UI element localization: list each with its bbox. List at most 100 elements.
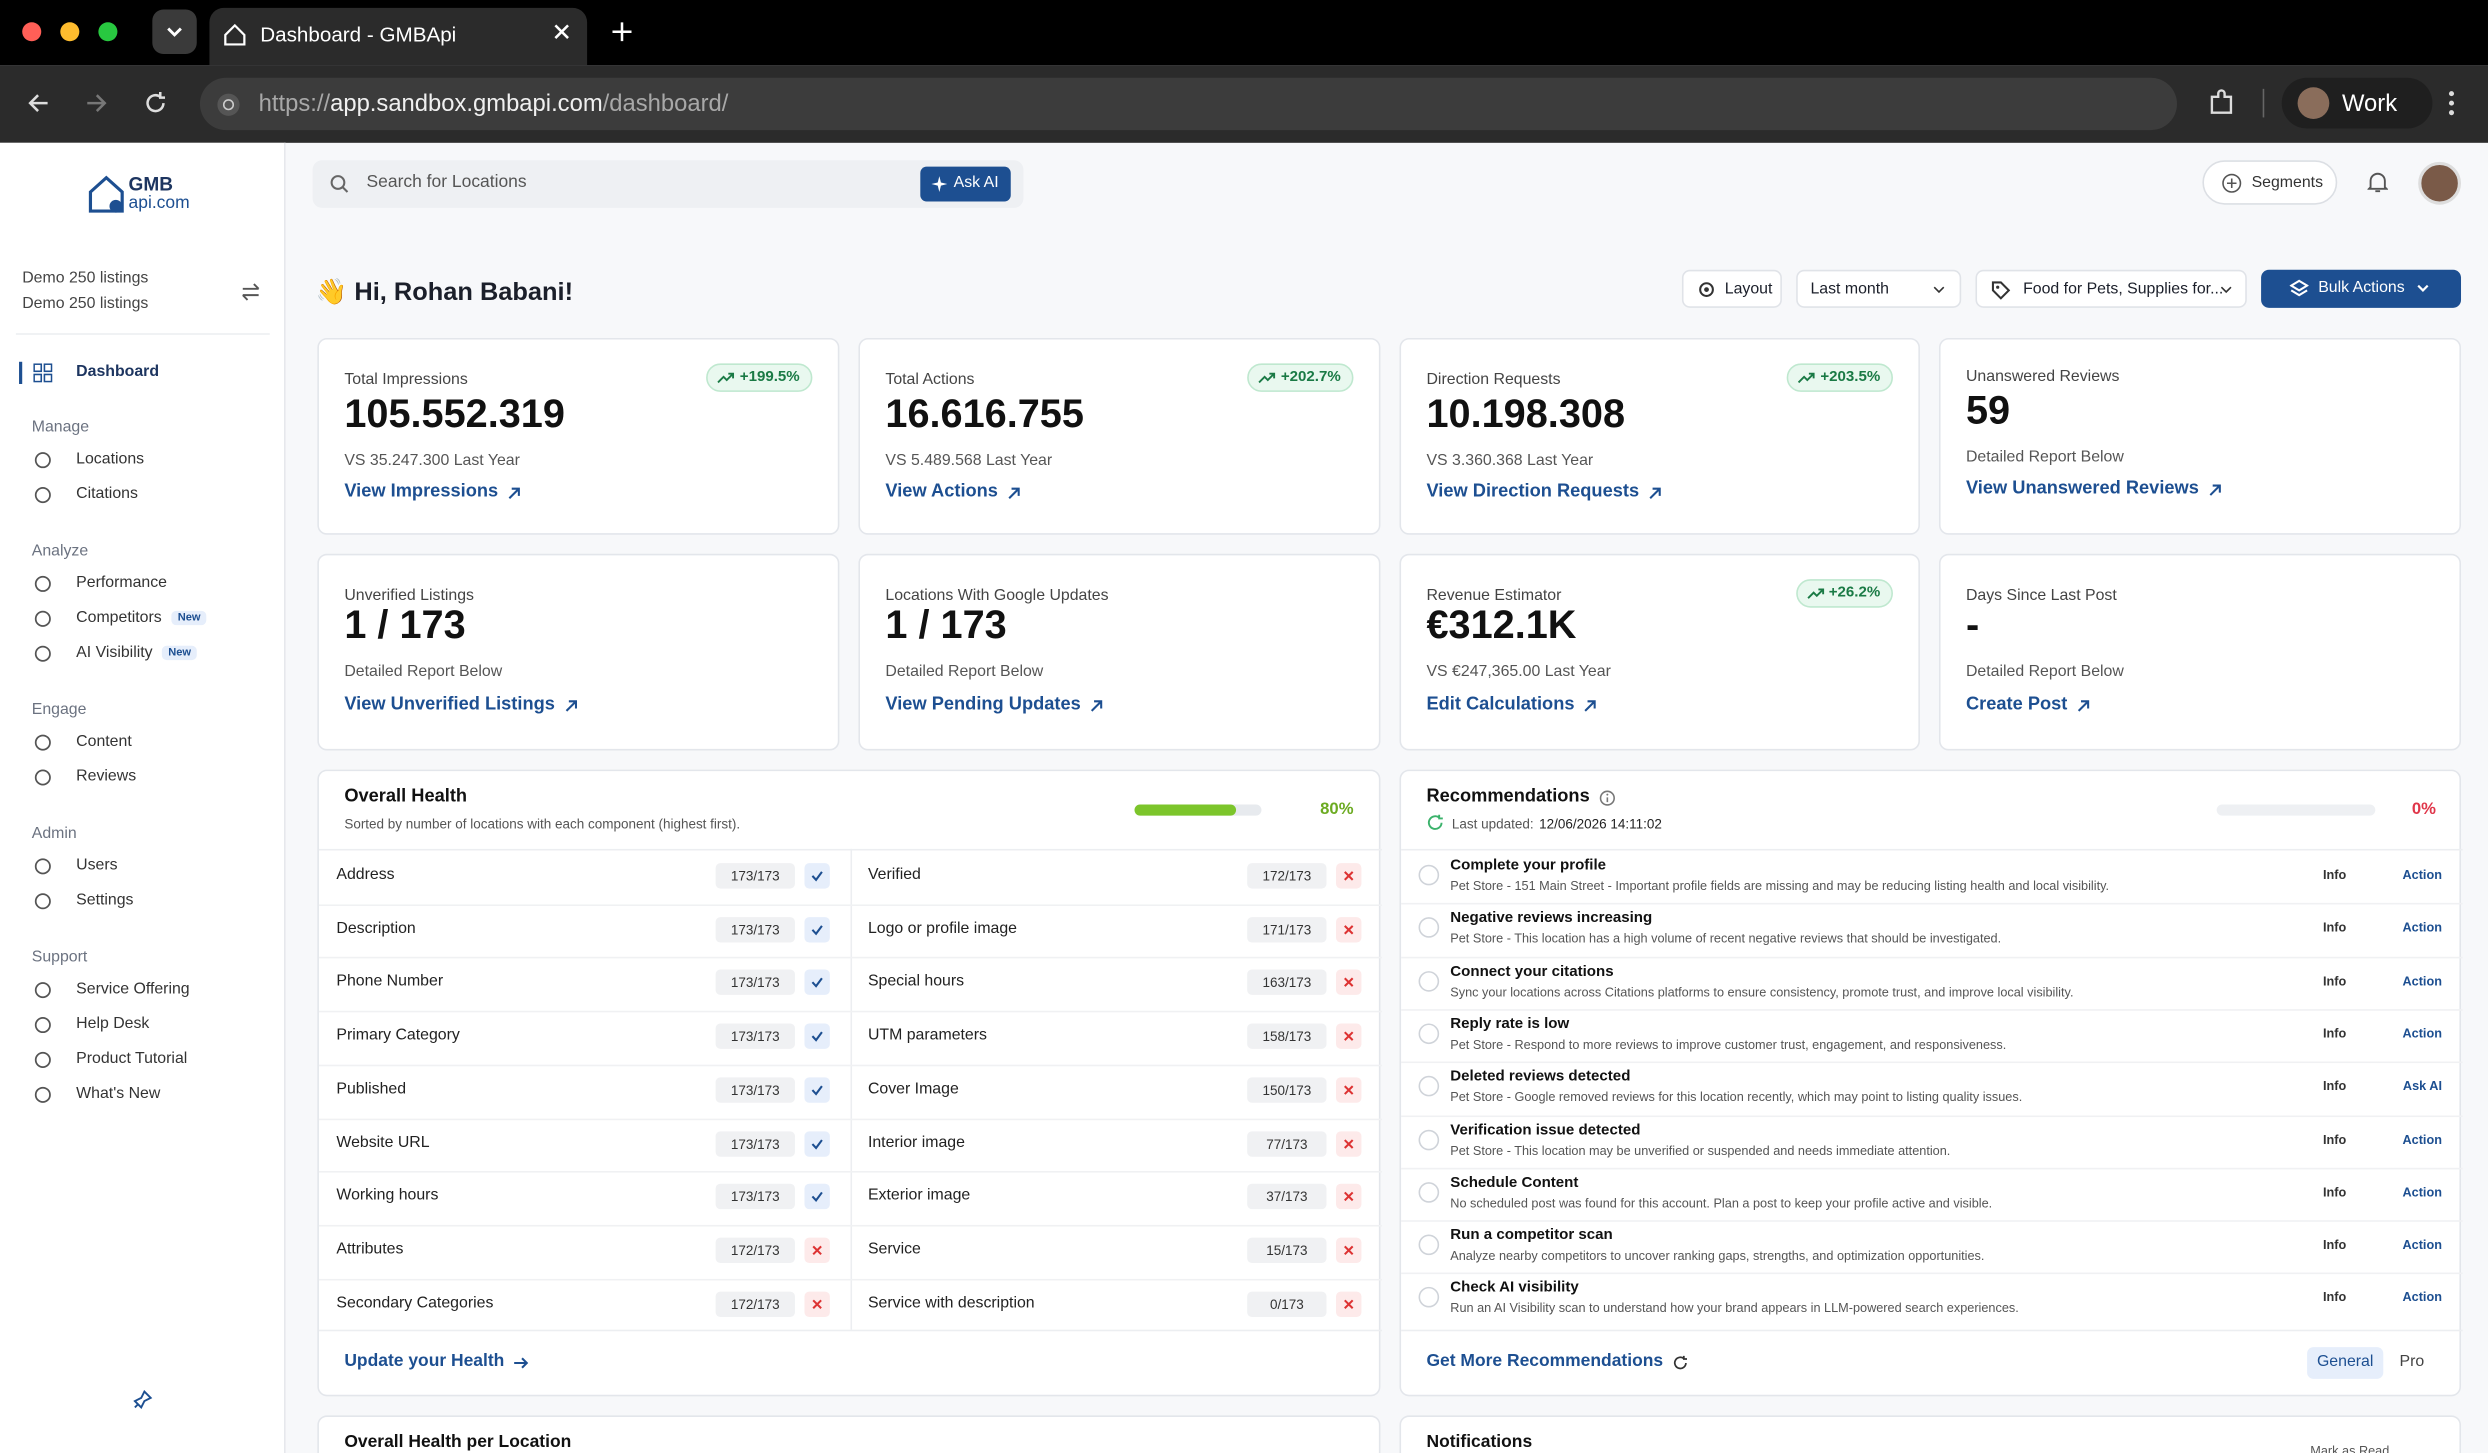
search-box[interactable]: Search for Locations Ask AI bbox=[312, 160, 1024, 208]
arrow-icon bbox=[565, 700, 578, 712]
kpi-link[interactable]: View Actions bbox=[885, 482, 998, 502]
profile-button[interactable]: Work bbox=[2281, 77, 2433, 129]
divider bbox=[318, 1329, 1383, 1332]
url: https://app.sandbox.gmbapi.com/dashboard… bbox=[259, 90, 729, 117]
trend-icon bbox=[1806, 588, 1824, 599]
rec-action[interactable]: Ask AI bbox=[2402, 1079, 2442, 1094]
nav-icon bbox=[34, 452, 51, 469]
health-footer-link[interactable]: Update your Health bbox=[344, 1351, 505, 1371]
checkbox[interactable] bbox=[1418, 1234, 1440, 1256]
rec-tag: Info bbox=[2322, 1184, 2347, 1200]
rec-action[interactable]: Action bbox=[2402, 1026, 2442, 1041]
refresh-icon bbox=[1673, 1355, 1688, 1370]
window-control[interactable] bbox=[98, 22, 118, 42]
row-divider bbox=[318, 957, 851, 960]
kpi-link[interactable]: View Unanswered Reviews bbox=[1965, 479, 2199, 499]
kpi-label: Locations With Google Updates bbox=[885, 587, 1109, 605]
active-tab[interactable]: Dashboard - GMBApi bbox=[209, 7, 588, 66]
tag-icon bbox=[1991, 281, 2011, 300]
row-divider bbox=[318, 903, 851, 906]
rec-desc: Pet Store - 151 Main Street - Important … bbox=[1450, 879, 2110, 894]
status-icon bbox=[1336, 916, 1362, 943]
health-item: Interior image bbox=[867, 1133, 965, 1152]
checkbox[interactable] bbox=[1418, 1181, 1440, 1203]
tab[interactable]: General bbox=[2307, 1347, 2384, 1379]
ask-ai-button[interactable]: Ask AI bbox=[920, 166, 1011, 202]
row-divider bbox=[850, 1278, 1383, 1280]
url-part: app.sandbox.gmbapi.com bbox=[330, 90, 603, 118]
kpi-link[interactable]: View Direction Requests bbox=[1426, 482, 1640, 502]
sparkle-icon bbox=[931, 176, 948, 192]
nav-item[interactable]: AI Visibility bbox=[76, 644, 153, 662]
health-count: 173/173 bbox=[715, 970, 795, 996]
checkbox[interactable] bbox=[1418, 1023, 1440, 1044]
bulk-actions-button[interactable]: Bulk Actions bbox=[2261, 269, 2462, 308]
nav-item[interactable]: Locations bbox=[76, 450, 145, 469]
rec-tag: Info bbox=[2322, 973, 2347, 988]
checkbox[interactable] bbox=[1418, 970, 1440, 992]
rec-action[interactable]: Action bbox=[2402, 1237, 2442, 1253]
checkbox[interactable] bbox=[1418, 1128, 1440, 1150]
plus-circle-icon bbox=[2222, 173, 2242, 193]
kpi-value: €312.1K bbox=[1426, 602, 1577, 648]
kpi-card: Revenue Estimator €312.1K VS €247,365.00 L… bbox=[1399, 553, 1920, 751]
nav-item[interactable]: Competitors bbox=[76, 609, 162, 627]
window-control[interactable] bbox=[60, 22, 80, 42]
rec-action[interactable]: Action bbox=[2402, 1184, 2442, 1200]
kpi-card: Days Since Last Post - Detailed Report Bel… bbox=[1938, 553, 2462, 751]
rec-action[interactable]: Action bbox=[2402, 920, 2442, 936]
nav-item[interactable]: Citations bbox=[76, 485, 138, 503]
rec-action[interactable]: Action bbox=[2402, 973, 2442, 988]
rec-action[interactable]: Action bbox=[2402, 867, 2442, 883]
tab-search[interactable] bbox=[152, 9, 197, 54]
kpi-link[interactable]: View Impressions bbox=[344, 482, 499, 502]
greeting: 👋 Hi, Rohan Babani! bbox=[315, 279, 574, 307]
rec-footer-link[interactable]: Get More Recommendations bbox=[1426, 1351, 1664, 1371]
kpi-card: Unverified Listings 1 / 173 Detailed Repor… bbox=[317, 553, 840, 751]
period-select[interactable]: Last month bbox=[1796, 269, 1962, 308]
cross-icon bbox=[1344, 1191, 1354, 1202]
ask-ai-label: Ask AI bbox=[953, 174, 999, 192]
nav-item[interactable]: Help Desk bbox=[76, 1015, 150, 1033]
checkbox[interactable] bbox=[1418, 1076, 1440, 1097]
kpi-link[interactable]: View Pending Updates bbox=[885, 694, 1081, 715]
kpi-link[interactable]: Edit Calculations bbox=[1426, 694, 1575, 715]
chevron-icon bbox=[2417, 284, 2429, 292]
checkbox[interactable] bbox=[1418, 917, 1440, 939]
nav-item[interactable]: What's New bbox=[76, 1085, 161, 1103]
check-icon bbox=[811, 1085, 823, 1096]
rec-action[interactable]: Action bbox=[2402, 1132, 2442, 1147]
tab[interactable]: Pro bbox=[2399, 1353, 2425, 1371]
address-bar[interactable]: https://app.sandbox.gmbapi.com/dashboard… bbox=[199, 77, 2177, 131]
status-icon bbox=[1336, 863, 1362, 889]
nav-item[interactable]: Product Tutorial bbox=[76, 1050, 188, 1068]
category-select[interactable]: Food for Pets, Supplies for... bbox=[1975, 269, 2247, 308]
nav-item[interactable]: Reviews bbox=[76, 767, 137, 786]
rec-desc: Pet Store - Google removed reviews for t… bbox=[1450, 1090, 2023, 1105]
rec-tag: Info bbox=[2322, 1237, 2347, 1253]
nav-icon bbox=[34, 1051, 51, 1068]
layout-button[interactable]: Layout bbox=[1681, 269, 1782, 308]
checkbox[interactable] bbox=[1418, 864, 1440, 886]
close-icon bbox=[554, 24, 569, 39]
updated-value: 12/06/2026 14:11:02 bbox=[1539, 815, 1662, 832]
nav-item[interactable]: Service Offering bbox=[76, 980, 190, 999]
growth-badge: +199.5% bbox=[706, 363, 813, 392]
mark-read-link[interactable]: Mark as Read bbox=[2310, 1443, 2390, 1453]
nav-item[interactable]: Performance bbox=[76, 574, 168, 592]
segments-button[interactable]: Segments bbox=[2202, 160, 2338, 205]
nav-section-label: Support bbox=[31, 948, 88, 967]
nav-item[interactable]: Content bbox=[76, 733, 132, 751]
window-control[interactable] bbox=[22, 22, 42, 42]
checkbox[interactable] bbox=[1418, 1287, 1440, 1309]
nav-item[interactable]: Settings bbox=[76, 891, 134, 910]
nav-icon bbox=[34, 858, 51, 875]
nav-item[interactable]: Users bbox=[76, 856, 118, 875]
nav-item[interactable]: Dashboard bbox=[76, 363, 160, 381]
rec-action[interactable]: Action bbox=[2402, 1290, 2442, 1305]
kpi-link[interactable]: View Unverified Listings bbox=[344, 694, 555, 715]
arrow-icon bbox=[508, 487, 520, 499]
user-avatar[interactable] bbox=[2418, 161, 2462, 205]
kpi-link[interactable]: Create Post bbox=[1965, 694, 2068, 715]
status-icon bbox=[804, 1237, 830, 1263]
